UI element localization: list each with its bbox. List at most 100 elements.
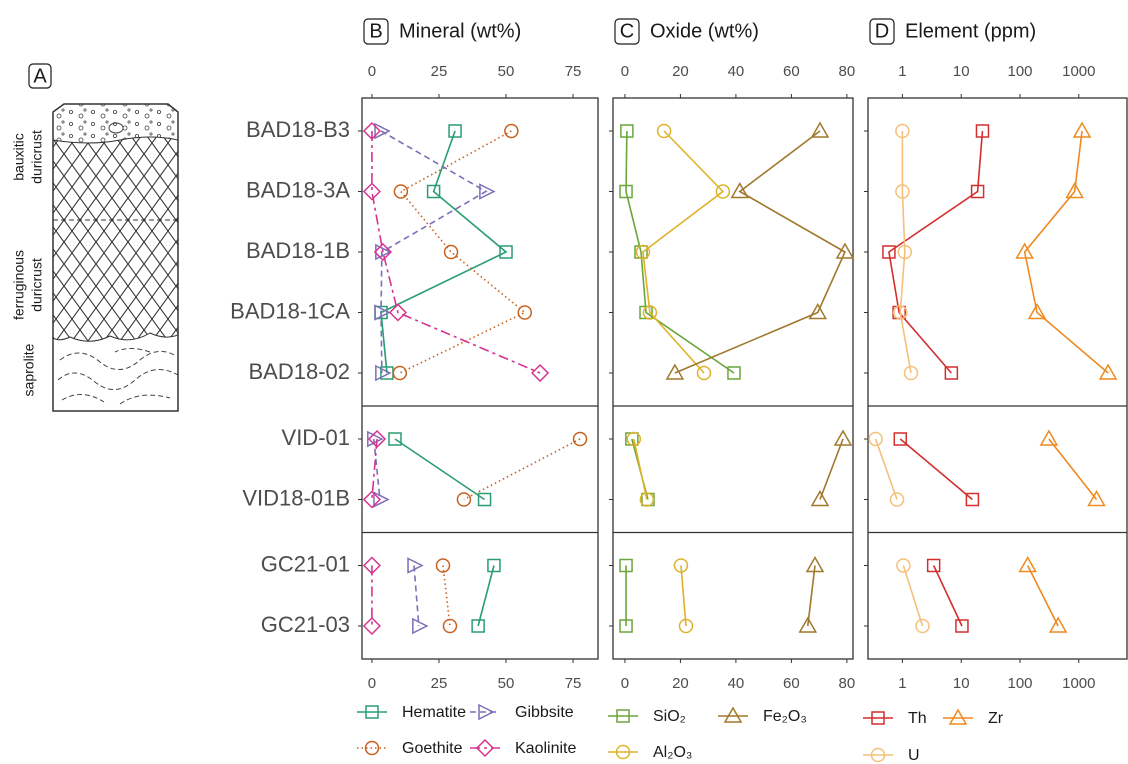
- x-tick-label: 25: [431, 675, 448, 692]
- x-tick-label: 50: [498, 675, 515, 692]
- panel-label-box: [869, 18, 895, 45]
- duricrust-hatch: [53, 136, 178, 342]
- marker: [1098, 363, 1118, 380]
- series-line: [680, 565, 687, 627]
- marker: [374, 304, 391, 321]
- x-tick-label: 40: [728, 63, 745, 80]
- marker: [948, 708, 968, 725]
- x-tick-label: 80: [839, 675, 856, 692]
- series-line: [874, 438, 898, 500]
- marker: [373, 242, 392, 262]
- marker: [903, 365, 919, 381]
- panel-title: Mineral (wt%): [399, 20, 521, 42]
- marker: [868, 431, 883, 447]
- marker: [475, 738, 495, 758]
- x-tick-label: 60: [783, 675, 800, 692]
- marker: [715, 184, 731, 199]
- marker: [893, 432, 908, 446]
- x-tick-label: 10: [953, 675, 970, 692]
- marker: [616, 709, 630, 723]
- marker: [362, 490, 381, 509]
- panel-label-box: [363, 18, 389, 45]
- sample-label: BAD18-02: [248, 359, 350, 384]
- marker: [362, 616, 381, 636]
- x-tick-label: 1: [898, 675, 906, 692]
- marker: [615, 744, 631, 760]
- plot-frame: [867, 97, 1128, 660]
- series-line: [413, 565, 420, 627]
- zone-label: saprolite: [21, 343, 37, 396]
- sample-label: BAD18-1CA: [230, 298, 350, 323]
- legend-label: U: [908, 747, 920, 764]
- marker: [965, 492, 980, 507]
- series-line: [477, 565, 495, 627]
- marker: [435, 558, 451, 573]
- marker: [895, 184, 910, 199]
- x-tick-label: 80: [839, 63, 856, 80]
- marker: [504, 123, 519, 139]
- x-tick-label: 0: [368, 675, 376, 692]
- pebble: [108, 122, 124, 134]
- marker: [926, 558, 941, 573]
- marker: [882, 245, 896, 259]
- zone-label: duricrust: [29, 258, 45, 312]
- marker: [373, 491, 390, 508]
- zone-label: ferruginous: [11, 250, 27, 320]
- panel: C Oxide (wt%) 0 0 20 20 40 40 60 60 80 80 SiO₂ Al₂O₃ F…: [608, 18, 856, 761]
- saprolite-texture: [57, 348, 178, 405]
- marker: [727, 366, 741, 380]
- marker: [808, 302, 828, 320]
- panel-label-box: [28, 63, 52, 89]
- zone-label: duricrust: [29, 130, 45, 184]
- marker: [635, 244, 651, 260]
- marker: [364, 740, 380, 756]
- legend-label: Zr: [988, 710, 1004, 727]
- x-tick-label: 60: [783, 63, 800, 80]
- marker: [388, 432, 402, 446]
- x-tick-label: 100: [1007, 63, 1032, 80]
- marker: [365, 705, 379, 719]
- x-tick-label: 40: [728, 675, 745, 692]
- x-tick-label: 0: [368, 63, 376, 80]
- marker: [412, 617, 429, 635]
- marker: [388, 303, 407, 322]
- x-tick-label: 10: [953, 63, 970, 80]
- marker: [362, 556, 381, 575]
- marker: [487, 558, 501, 573]
- series-line: [888, 130, 984, 374]
- series-line: [806, 565, 816, 627]
- marker: [871, 711, 885, 725]
- marker: [362, 121, 381, 141]
- marker: [870, 747, 886, 763]
- panel-label: D: [875, 20, 889, 42]
- x-tick-label: 25: [431, 63, 448, 80]
- marker: [499, 245, 513, 259]
- series-line: [902, 565, 924, 627]
- series-line: [1023, 130, 1109, 374]
- marker: [531, 363, 550, 383]
- series-line: [1048, 438, 1098, 500]
- series-line: [899, 438, 973, 501]
- marker: [810, 489, 830, 507]
- marker: [970, 184, 985, 199]
- series-line: [819, 438, 844, 500]
- marker: [1065, 181, 1084, 199]
- marker: [639, 492, 655, 507]
- marker: [895, 123, 910, 139]
- x-tick-label: 20: [672, 675, 689, 692]
- series-line: [463, 438, 581, 501]
- marker: [626, 431, 642, 447]
- series-line: [373, 438, 381, 500]
- series-line: [674, 130, 846, 374]
- panel-label: C: [620, 20, 634, 42]
- marker: [375, 364, 392, 382]
- marker: [479, 183, 496, 200]
- marker: [1015, 242, 1034, 259]
- marker: [955, 619, 969, 633]
- marker: [478, 703, 495, 721]
- sample-label: VID18-01B: [242, 485, 350, 510]
- sample-label: GC21-03: [261, 612, 350, 637]
- marker: [442, 618, 458, 634]
- marker: [1027, 302, 1047, 320]
- panel: D Element (ppm) 1 1 10 10 100 100 1000 1000 Th U Zr: [863, 18, 1128, 764]
